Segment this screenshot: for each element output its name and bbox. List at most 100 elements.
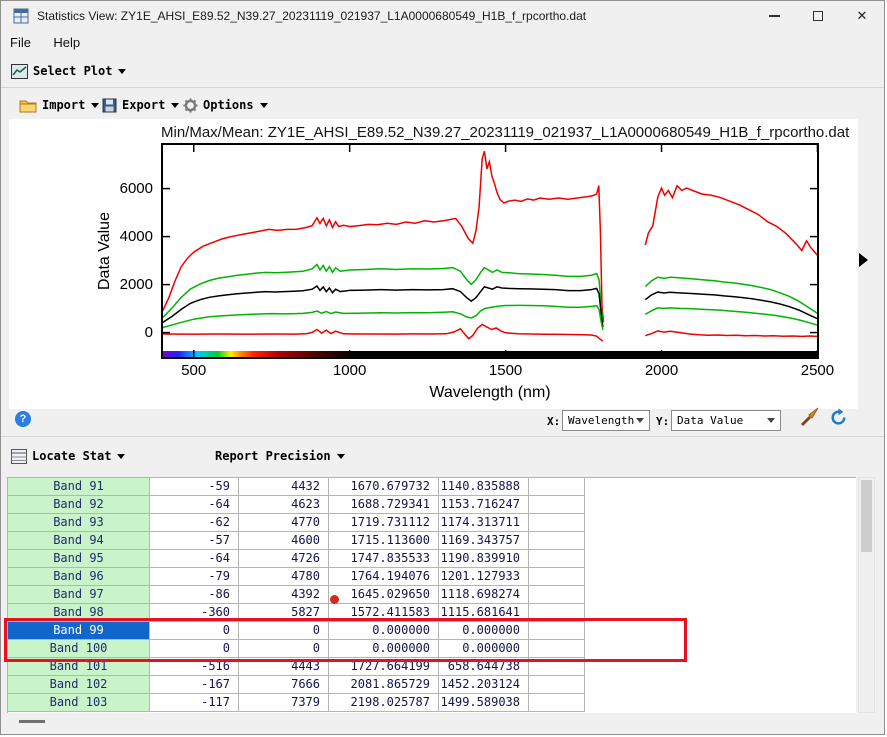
export-button[interactable]: Export <box>98 93 183 117</box>
value-cell[interactable]: 1115.681641 <box>439 604 529 622</box>
value-cell[interactable] <box>529 568 585 586</box>
value-cell[interactable]: 1452.203124 <box>439 676 529 694</box>
value-cell[interactable] <box>529 640 585 658</box>
value-cell[interactable] <box>529 586 585 604</box>
value-cell[interactable]: 1670.679732 <box>329 478 439 496</box>
value-cell[interactable]: 4770 <box>239 514 329 532</box>
maximize-button[interactable] <box>796 1 840 31</box>
value-cell[interactable]: 2198.025787 <box>329 694 439 712</box>
band-cell[interactable]: Band 92 <box>8 496 150 514</box>
value-cell[interactable] <box>529 496 585 514</box>
band-cell[interactable]: Band 96 <box>8 568 150 586</box>
value-cell[interactable]: 1118.698274 <box>439 586 529 604</box>
minimize-button[interactable] <box>752 1 796 31</box>
value-cell[interactable] <box>529 658 585 676</box>
value-cell[interactable] <box>529 514 585 532</box>
value-cell[interactable]: 0 <box>239 640 329 658</box>
value-cell[interactable]: 4726 <box>239 550 329 568</box>
value-cell[interactable]: 1169.343757 <box>439 532 529 550</box>
value-cell[interactable]: 0.000000 <box>329 640 439 658</box>
value-cell[interactable]: 0.000000 <box>439 640 529 658</box>
value-cell[interactable] <box>529 622 585 640</box>
band-cell[interactable]: Band 94 <box>8 532 150 550</box>
value-cell[interactable]: 658.644738 <box>439 658 529 676</box>
band-cell[interactable]: Band 102 <box>8 676 150 694</box>
band-cell[interactable]: Band 91 <box>8 478 150 496</box>
import-button[interactable]: Import <box>15 93 103 117</box>
value-cell[interactable]: 2081.865729 <box>329 676 439 694</box>
value-cell[interactable]: -117 <box>150 694 239 712</box>
value-cell[interactable]: 0 <box>150 622 239 640</box>
value-cell[interactable]: 0 <box>150 640 239 658</box>
value-cell[interactable]: 1688.729341 <box>329 496 439 514</box>
value-cell[interactable]: 1715.113600 <box>329 532 439 550</box>
value-cell[interactable]: 0.000000 <box>439 622 529 640</box>
value-cell[interactable]: 4392 <box>239 586 329 604</box>
value-cell[interactable]: -64 <box>150 496 239 514</box>
value-cell[interactable]: 1747.835533 <box>329 550 439 568</box>
close-button[interactable]: ✕ <box>856 8 868 23</box>
band-cell[interactable]: Band 95 <box>8 550 150 568</box>
value-cell[interactable]: 4600 <box>239 532 329 550</box>
y-axis-select[interactable]: Data Value <box>671 410 781 431</box>
menu-item-file[interactable]: File <box>10 35 31 50</box>
options-button[interactable]: Options <box>179 93 272 117</box>
value-cell[interactable]: -57 <box>150 532 239 550</box>
menu-item-help[interactable]: Help <box>53 35 81 50</box>
value-cell[interactable]: -79 <box>150 568 239 586</box>
band-cell[interactable]: Band 97 <box>8 586 150 604</box>
value-cell[interactable]: 4780 <box>239 568 329 586</box>
band-cell[interactable]: Band 100 <box>8 640 150 658</box>
select-plot-button[interactable]: Select Plot <box>7 59 130 83</box>
spectral-plot-canvas[interactable] <box>161 143 819 359</box>
value-cell[interactable] <box>529 550 585 568</box>
value-cell[interactable]: 1153.716247 <box>439 496 529 514</box>
band-cell[interactable]: Band 98 <box>8 604 150 622</box>
expand-panel-arrow[interactable] <box>859 253 868 267</box>
refresh-button[interactable] <box>829 408 848 427</box>
value-cell[interactable]: 5827 <box>239 604 329 622</box>
value-cell[interactable]: 7379 <box>239 694 329 712</box>
plot-style-button[interactable] <box>799 406 821 428</box>
band-cell[interactable]: Band 101 <box>8 658 150 676</box>
value-cell[interactable] <box>529 694 585 712</box>
report-precision-button[interactable]: Report Precision <box>211 444 349 468</box>
value-cell[interactable]: -59 <box>150 478 239 496</box>
value-cell[interactable] <box>529 604 585 622</box>
value-cell[interactable]: -167 <box>150 676 239 694</box>
value-cell[interactable]: 1719.731112 <box>329 514 439 532</box>
value-cell[interactable]: 4623 <box>239 496 329 514</box>
locate-stat-button[interactable]: Locate Stat <box>7 444 129 468</box>
value-cell[interactable] <box>529 676 585 694</box>
value-cell[interactable] <box>529 478 585 496</box>
value-cell[interactable]: 1645.029650 <box>329 586 439 604</box>
title-bar[interactable]: Statistics View: ZY1E_AHSI_E89.52_N39.27… <box>1 1 884 31</box>
value-cell[interactable]: -62 <box>150 514 239 532</box>
band-cell[interactable]: Band 103 <box>8 694 150 712</box>
value-cell[interactable]: 7666 <box>239 676 329 694</box>
value-cell[interactable]: 0.000000 <box>329 622 439 640</box>
table-scrollbar[interactable] <box>858 477 875 713</box>
horizontal-scrollbar-thumb[interactable] <box>19 720 45 723</box>
value-cell[interactable]: 1190.839910 <box>439 550 529 568</box>
band-cell[interactable]: Band 93 <box>8 514 150 532</box>
value-cell[interactable]: -86 <box>150 586 239 604</box>
value-cell[interactable]: -360 <box>150 604 239 622</box>
value-cell[interactable]: 1140.835888 <box>439 478 529 496</box>
value-cell[interactable]: 1201.127933 <box>439 568 529 586</box>
value-cell[interactable] <box>529 532 585 550</box>
value-cell[interactable]: 1572.411583 <box>329 604 439 622</box>
value-cell[interactable]: 4443 <box>239 658 329 676</box>
value-cell[interactable]: 1764.194076 <box>329 568 439 586</box>
value-cell[interactable]: 4432 <box>239 478 329 496</box>
value-cell[interactable]: 1727.664199 <box>329 658 439 676</box>
x-axis-select[interactable]: Wavelength <box>562 410 650 431</box>
band-cell[interactable]: Band 99 <box>8 622 150 640</box>
value-cell[interactable]: -64 <box>150 550 239 568</box>
value-cell[interactable]: -516 <box>150 658 239 676</box>
value-cell[interactable]: 0 <box>239 622 329 640</box>
value-cell[interactable]: 1174.313711 <box>439 514 529 532</box>
help-icon[interactable]: ? <box>15 411 31 427</box>
value-cell[interactable]: 1499.589038 <box>439 694 529 712</box>
table-scrollbar-thumb[interactable] <box>861 480 872 552</box>
